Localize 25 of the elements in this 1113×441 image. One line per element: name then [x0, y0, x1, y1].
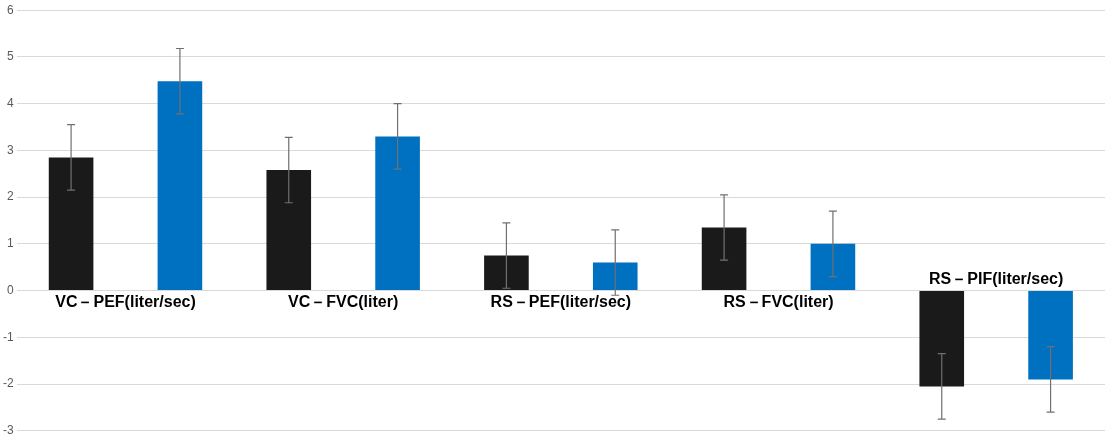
y-tick-label: 5	[6, 49, 14, 64]
y-tick-label: 3	[6, 142, 14, 157]
bar	[592, 262, 638, 291]
bar	[48, 157, 94, 291]
y-tick-label: 6	[6, 2, 14, 17]
y-tick-label: 2	[6, 189, 14, 204]
y-tick-label: -1	[3, 329, 14, 344]
x-tick-label: VC－FVC(liter)	[288, 293, 399, 311]
bar	[266, 170, 312, 291]
y-tick-label: 0	[6, 282, 14, 297]
x-tick-label: RS－PEF(liter/sec)	[490, 293, 632, 311]
y-tick-label: 4	[6, 95, 14, 110]
x-tick-label: RS－PIF(liter/sec)	[929, 270, 1064, 288]
x-tick-label: VC－PEF(liter/sec)	[55, 293, 196, 311]
bar	[810, 243, 856, 291]
bar	[919, 291, 965, 387]
bar	[701, 227, 747, 291]
y-tick-label: 1	[6, 236, 14, 251]
bar	[375, 136, 420, 291]
bar	[484, 255, 529, 291]
y-tick-label: -2	[3, 376, 14, 391]
bar	[157, 81, 203, 291]
x-tick-label: RS－FVC(liter)	[723, 293, 834, 311]
y-tick-label: -3	[3, 423, 14, 438]
bar	[1028, 291, 1073, 380]
